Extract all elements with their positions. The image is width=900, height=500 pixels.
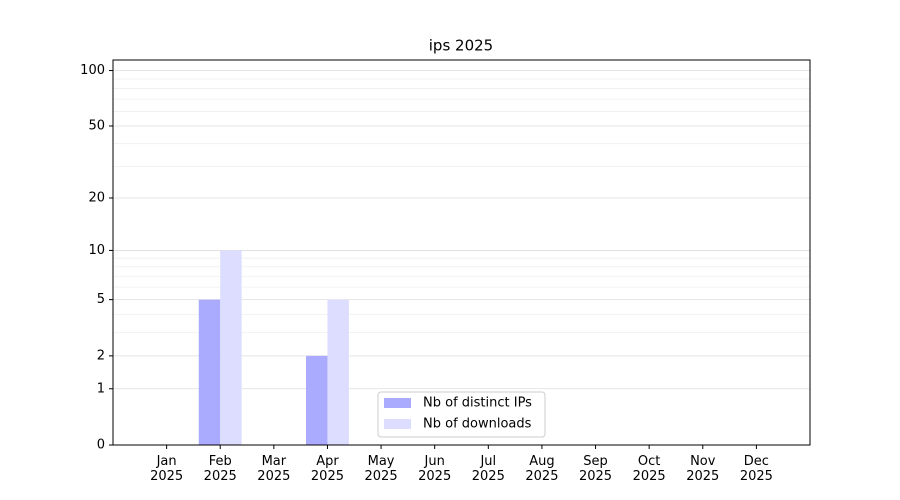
x-tick-label: Aug 2025 [525,454,559,484]
x-tick-label: Jun 2025 [418,454,452,484]
bar [327,299,349,445]
legend-swatch [384,419,411,429]
y-tick-label: 5 [97,292,105,307]
bar [220,250,242,445]
chart-title: ips 2025 [429,37,493,55]
plot-frame [112,59,811,446]
x-tick-label: May 2025 [364,454,398,484]
legend-frame [377,391,546,438]
y-tick-label: 10 [88,243,105,258]
x-tick-label: Mar 2025 [257,454,291,484]
legend-label: Nb of distinct IPs [423,396,532,411]
legend-swatch [384,398,411,408]
x-tick-label: Apr 2025 [310,454,344,484]
y-tick-label: 100 [80,63,105,78]
y-tick-label: 1 [97,381,105,396]
bar [198,299,221,445]
y-tick-label: 2 [97,348,105,363]
x-tick-label: Jan 2025 [150,454,184,484]
x-tick-label: Dec 2025 [739,454,773,484]
y-tick-label: 50 [88,118,105,133]
x-tick-label: Oct 2025 [632,454,666,484]
x-tick-label: Feb 2025 [203,454,237,484]
x-tick-label: Nov 2025 [686,454,720,484]
bar [306,355,328,445]
y-tick-label: 20 [88,190,105,205]
legend-label: Nb of downloads [423,417,532,432]
y-tick-label: 0 [97,438,105,453]
legend: Nb of distinct IPs Nb of downloads [377,391,546,438]
x-tick-label: Jul 2025 [471,454,505,484]
x-tick-label: Sep 2025 [578,454,613,484]
